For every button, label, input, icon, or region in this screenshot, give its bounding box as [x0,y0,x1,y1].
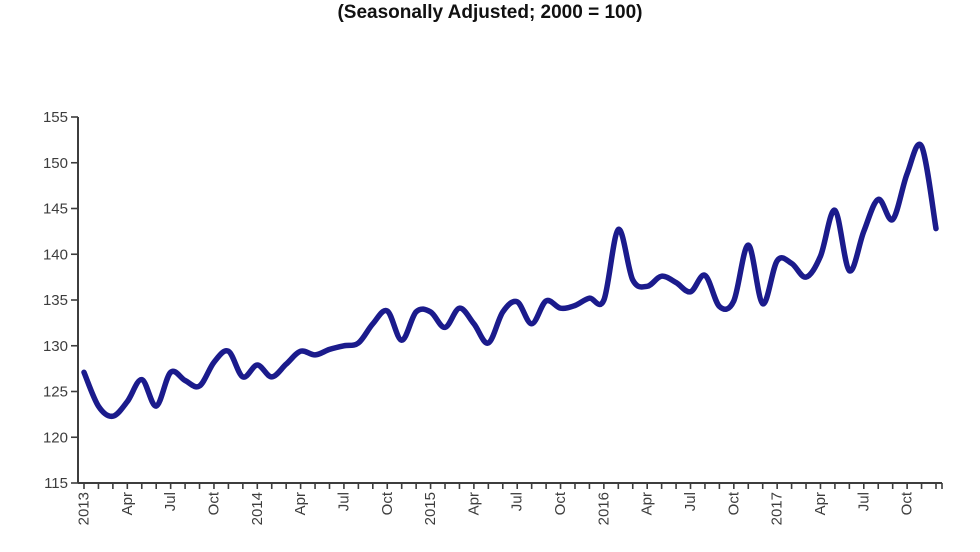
x-axis-tick-label: Oct [205,491,222,515]
y-axis-tick-label: 130 [43,338,68,355]
x-axis-tick-label: Apr [639,492,656,515]
y-axis-tick-label: 140 [43,246,68,263]
y-axis-tick-label: 125 [43,384,68,401]
y-axis-tick-label: 150 [43,155,68,172]
x-axis-tick-label: 2015 [422,492,439,525]
x-axis-tick-label: Oct [899,491,916,515]
x-axis-tick-label: Apr [465,492,482,515]
x-axis-tick-label: Jul [682,492,699,511]
y-axis-tick-label: 135 [43,292,68,309]
x-axis-tick-label: 2014 [249,492,266,525]
x-axis-tick-label: 2017 [769,492,786,525]
y-axis-tick-label: 155 [43,109,68,126]
y-axis-tick-label: 120 [43,429,68,446]
x-axis-tick-label: Jul [855,492,872,511]
series-line [81,141,939,420]
y-axis-tick-label: 145 [43,201,68,218]
x-axis-tick-label: Apr [292,492,309,515]
x-axis-tick-label: Oct [725,491,742,515]
x-axis-tick-label: Jul [162,492,179,511]
x-axis-tick-label: Apr [119,492,136,515]
y-axis-tick-label: 115 [44,475,68,492]
x-axis-tick-label: 2013 [76,492,93,525]
x-axis-tick-label: Apr [812,492,829,515]
x-axis-tick-label: Jul [509,492,526,511]
x-axis-tick-label: Jul [335,492,352,511]
x-axis-tick-label: 2016 [595,492,612,525]
x-axis-tick-label: Oct [552,491,569,515]
x-axis-tick-label: Oct [379,491,396,515]
chart-subtitle: (Seasonally Adjusted; 2000 = 100) [337,2,643,23]
